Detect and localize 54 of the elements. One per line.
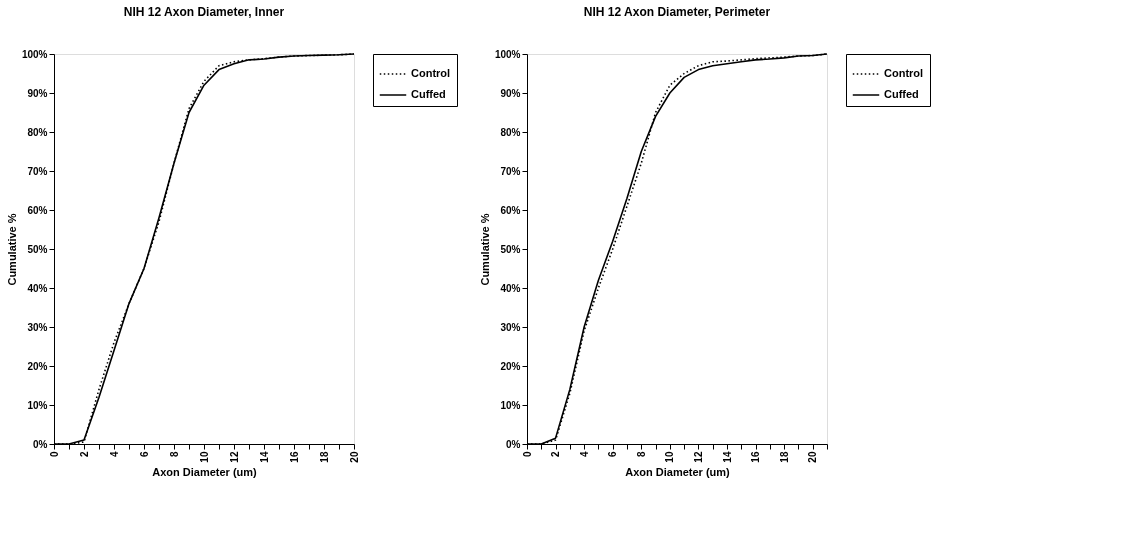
y-tick-label: 60%: [500, 204, 521, 216]
y-tick-label: 0%: [506, 438, 521, 450]
x-tick-label: 18: [318, 451, 330, 463]
y-tick-label: 30%: [27, 321, 48, 333]
x-tick-label: 20: [348, 451, 360, 463]
y-tick-label: 10%: [500, 399, 521, 411]
y-tick-label: 40%: [27, 282, 48, 294]
legend-label: Cuffed: [411, 88, 446, 100]
y-axis-title: Cumulative %: [478, 213, 491, 286]
y-tick-label: 100%: [494, 48, 521, 60]
y-tick-label: 90%: [500, 87, 521, 99]
y-axis-title: Cumulative %: [5, 213, 18, 286]
y-tick-label: 80%: [27, 126, 48, 138]
y-tick-label: 60%: [27, 204, 48, 216]
y-tick-label: 40%: [500, 282, 521, 294]
x-tick-label: 2: [78, 451, 90, 458]
x-tick-label: 10: [664, 451, 676, 463]
x-tick-label: 14: [258, 451, 270, 463]
y-tick-label: 70%: [500, 165, 521, 177]
x-axis-title: Axon Diameter (um): [152, 465, 258, 478]
y-tick-label: 10%: [27, 399, 48, 411]
x-tick-label: 6: [607, 451, 619, 458]
y-tick-label: 100%: [21, 48, 48, 60]
x-tick-label: 2: [550, 451, 562, 458]
y-tick-label: 20%: [27, 360, 48, 372]
chart-title: NIH 12 Axon Diameter, Inner: [123, 5, 285, 19]
x-tick-label: 6: [138, 451, 150, 458]
x-tick-label: 12: [692, 451, 704, 463]
x-tick-label: 4: [578, 451, 590, 458]
y-tick-label: 30%: [500, 321, 521, 333]
y-tick-label: 50%: [500, 243, 521, 255]
legend-label: Control: [884, 67, 924, 79]
x-tick-label: 16: [750, 451, 762, 463]
y-tick-label: 0%: [33, 438, 48, 450]
y-tick-label: 80%: [500, 126, 521, 138]
legend-label: Control: [411, 67, 451, 79]
legend-label: Cuffed: [884, 88, 919, 100]
x-tick-label: 10: [198, 451, 210, 463]
x-tick-label: 0: [48, 451, 60, 458]
x-tick-label: 16: [288, 451, 300, 463]
y-tick-label: 90%: [27, 87, 48, 99]
x-tick-label: 20: [807, 451, 819, 463]
x-tick-label: 12: [228, 451, 240, 463]
x-tick-label: 4: [108, 451, 120, 458]
x-tick-label: 0: [521, 451, 533, 458]
x-tick-label: 18: [778, 451, 790, 463]
x-tick-label: 8: [635, 451, 647, 458]
x-tick-label: 14: [721, 451, 733, 463]
y-tick-label: 20%: [500, 360, 521, 372]
x-tick-label: 8: [168, 451, 180, 458]
y-tick-label: 70%: [27, 165, 48, 177]
y-tick-label: 50%: [27, 243, 48, 255]
chart-title: NIH 12 Axon Diameter, Perimeter: [583, 5, 771, 19]
x-axis-title: Axon Diameter (um): [625, 465, 731, 478]
